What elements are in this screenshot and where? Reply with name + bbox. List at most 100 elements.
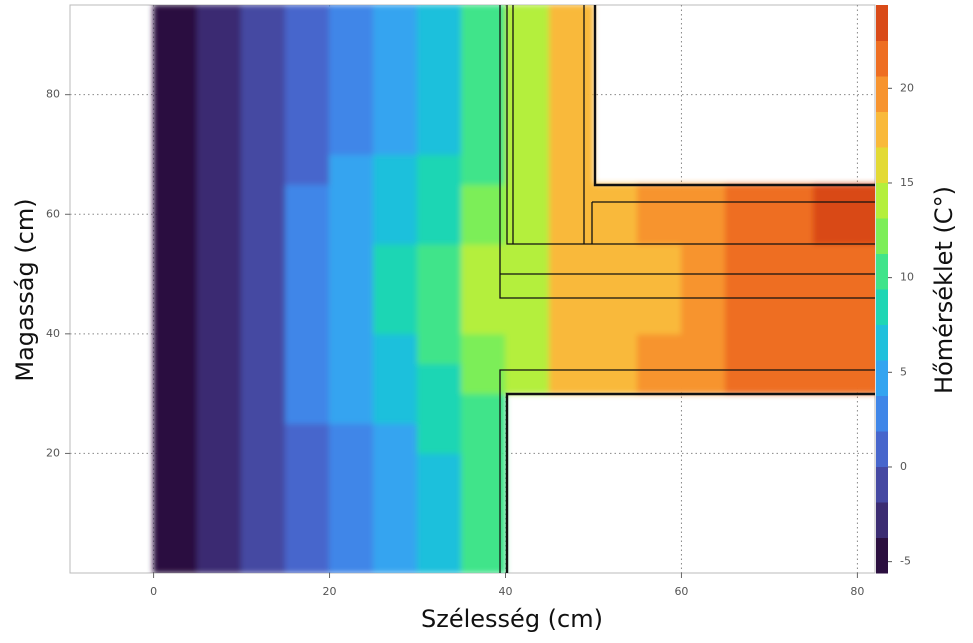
- heat-cell: [548, 94, 594, 126]
- heat-cell: [548, 153, 594, 185]
- heat-cell: [285, 273, 331, 305]
- heat-cell: [417, 363, 463, 395]
- heat-cell: [592, 273, 638, 305]
- colorbar-tick-label: 10: [900, 271, 914, 284]
- heat-cell: [285, 124, 331, 155]
- heat-cell: [548, 34, 594, 66]
- heat-cell: [548, 303, 594, 335]
- heat-cell: [153, 64, 199, 96]
- heat-cell: [504, 124, 550, 155]
- heat-cell: [680, 333, 726, 365]
- heat-cell: [504, 243, 550, 275]
- colorbar-segment: [876, 76, 888, 112]
- heat-cell: [812, 243, 858, 275]
- colorbar-segment: [876, 502, 888, 538]
- heat-cell: [197, 273, 243, 305]
- heat-cell: [329, 423, 375, 454]
- heat-cell: [241, 452, 287, 484]
- heat-cell: [373, 303, 419, 335]
- heat-cell: [373, 512, 419, 544]
- colorbar-tick-label: 20: [900, 81, 914, 94]
- axes: 0 20 40 60 80 20 40 60 80: [46, 88, 864, 598]
- heat-cell: [329, 333, 375, 365]
- colorbar-tick-label: -5: [900, 555, 911, 568]
- heat-cell: [197, 452, 243, 484]
- heat-cell: [812, 213, 858, 245]
- x-tick-label: 80: [850, 585, 864, 598]
- heat-cell: [768, 303, 814, 335]
- heat-cell: [329, 243, 375, 275]
- heat-cell: [592, 333, 638, 365]
- heat-cell: [329, 303, 375, 335]
- heat-cell: [680, 363, 726, 395]
- heat-cell: [592, 213, 638, 245]
- heat-cell: [197, 213, 243, 245]
- heat-cell: [812, 303, 858, 335]
- heat-cell: [724, 213, 770, 245]
- y-tick-label: 60: [46, 207, 60, 220]
- heat-cell: [417, 393, 463, 425]
- heat-cell: [197, 5, 243, 36]
- heat-cell: [461, 5, 506, 36]
- layer-line: [499, 369, 875, 573]
- heat-cell: [153, 303, 199, 335]
- heat-cell: [504, 303, 550, 335]
- heat-cell: [724, 183, 770, 215]
- heat-cell: [768, 273, 814, 305]
- heat-cell: [241, 482, 287, 514]
- heat-cell: [373, 333, 419, 365]
- heat-cell: [856, 363, 875, 395]
- heat-cell: [329, 183, 375, 215]
- colorbar-segment: [876, 5, 888, 41]
- heat-cell: [329, 153, 375, 185]
- y-tick-label: 80: [46, 88, 60, 101]
- heat-cell: [417, 5, 463, 36]
- heat-cell: [548, 273, 594, 305]
- heat-cell: [461, 363, 506, 395]
- colorbar-segment: [876, 40, 888, 77]
- heat-cell: [856, 333, 875, 365]
- heat-cell: [548, 183, 594, 215]
- colorbar-segment: [876, 324, 888, 361]
- heat-cell: [417, 333, 463, 365]
- heat-cell: [461, 183, 506, 215]
- heat-cell: [548, 333, 594, 365]
- heat-cell: [285, 64, 331, 96]
- heat-cell: [285, 363, 331, 395]
- heat-cell: [241, 363, 287, 395]
- heat-cell: [241, 273, 287, 305]
- heat-cell: [329, 512, 375, 544]
- heat-cell: [592, 303, 638, 335]
- heat-cell: [241, 124, 287, 155]
- heat-cell: [285, 5, 331, 36]
- heat-cell: [504, 183, 550, 215]
- heat-cell: [768, 183, 814, 215]
- y-axis-label: Magasság (cm): [11, 198, 39, 381]
- heat-cell: [153, 243, 199, 275]
- heat-cell: [636, 183, 682, 215]
- heat-cell: [724, 243, 770, 275]
- heat-cell: [812, 273, 858, 305]
- heat-cell: [417, 213, 463, 245]
- heat-cell: [417, 153, 463, 185]
- heat-cell: [373, 423, 419, 454]
- heat-cell: [329, 273, 375, 305]
- heat-cell: [461, 512, 506, 544]
- layer-line: [506, 5, 875, 245]
- heat-cell: [153, 94, 199, 126]
- colorbar-segment: [876, 360, 888, 396]
- y-tick-label: 20: [46, 446, 60, 459]
- slab-bottom-edge: [505, 392, 875, 573]
- heat-cell: [373, 213, 419, 245]
- heat-cell: [241, 94, 287, 126]
- heat-cell: [548, 124, 594, 155]
- heat-cell: [548, 64, 594, 96]
- heat-cell: [373, 94, 419, 126]
- heat-cell: [461, 452, 506, 484]
- heat-cell: [768, 213, 814, 245]
- heat-cell: [373, 153, 419, 185]
- heat-cell: [153, 153, 199, 185]
- heat-cell: [504, 153, 550, 185]
- heat-cell: [285, 542, 331, 573]
- heat-cell: [461, 303, 506, 335]
